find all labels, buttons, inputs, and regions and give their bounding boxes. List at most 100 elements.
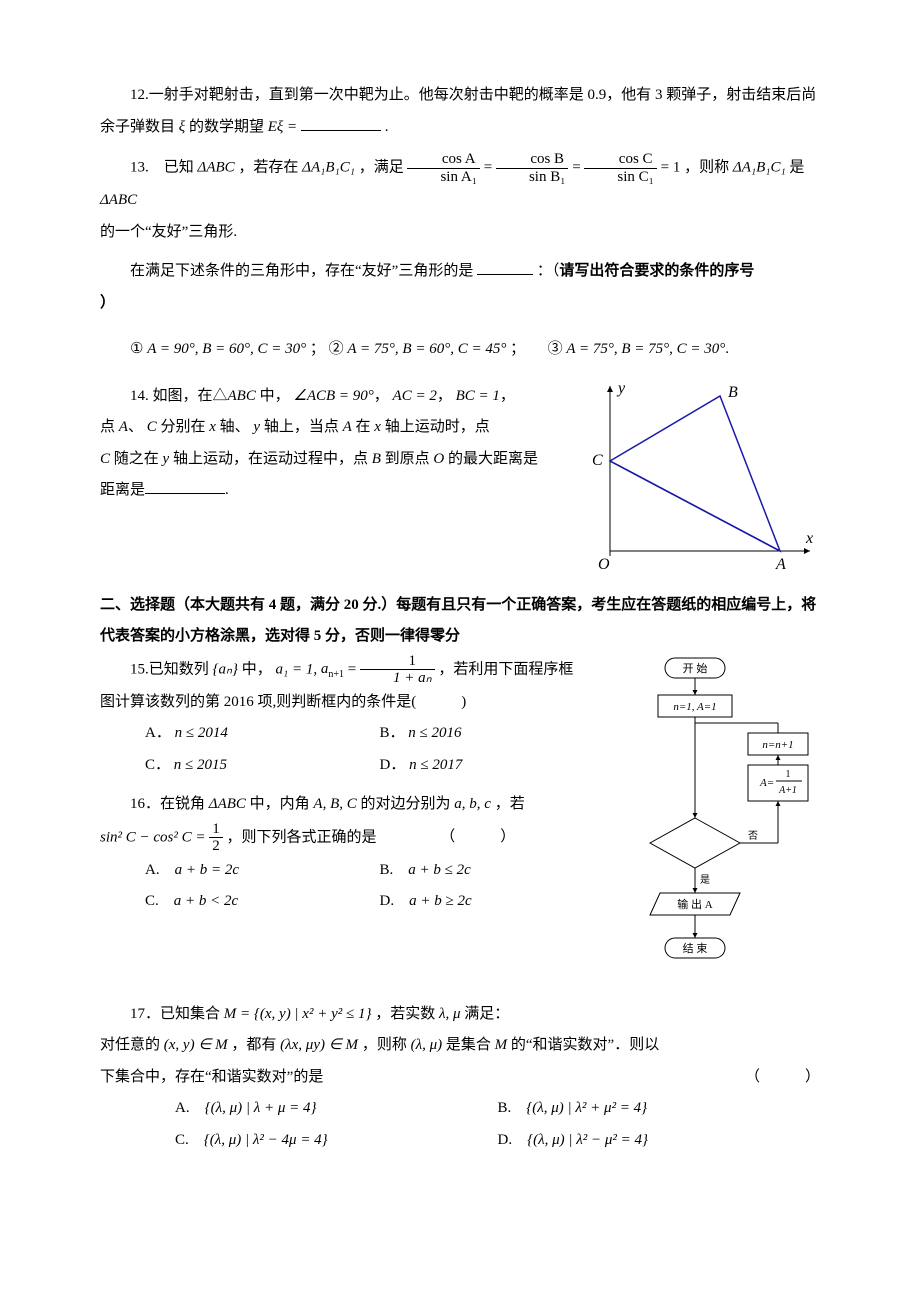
fc-init: n=1, A=1 — [673, 701, 716, 713]
q14-bc: BC = 1 — [456, 388, 500, 404]
q13-frac1-den: sin A₁ — [407, 169, 480, 186]
q17-pair: (λ, μ) — [411, 1037, 443, 1053]
q13-cond: 在满足下述条件的三角形中，存在“友好”三角形的是 ：（请写出符合要求的条件的序号 — [100, 256, 820, 288]
q14-ac: AC = 2 — [393, 388, 437, 404]
fc-no: 否 — [748, 830, 758, 842]
q17C-l: C. — [175, 1132, 189, 1148]
fc-out: 输 出 A — [677, 897, 712, 911]
q17-l2e: 的“和谐实数对”．则以 — [511, 1037, 659, 1053]
q16-sides: a, b, c — [454, 796, 491, 812]
q14-C2: C — [100, 451, 110, 467]
q13-lead-a: 13. 已知 — [130, 159, 194, 175]
q14-figure: B C O A x y — [580, 381, 820, 576]
q13-lead-b: ，若存在 — [238, 159, 298, 175]
q13-friendly: 的一个“友好”三角形. — [100, 224, 237, 240]
q12-exi: Eξ = — [268, 119, 297, 135]
q16-lb: 中，内角 — [250, 796, 310, 812]
q13-cond-tail: ） — [100, 288, 820, 320]
q15D: n ≤ 2017 — [409, 757, 462, 773]
q13-options: ① A = 90°, B = 60°, C = 30° ； ② A = 75°,… — [100, 334, 820, 366]
flowchart: 开 始 n=1, A=1 n=n+1 A= 1 A+1 否 是 — [630, 653, 820, 993]
q16-tri: ΔABC — [209, 796, 246, 812]
q15-recsub: n+1 — [328, 669, 344, 680]
q15-receq: = — [348, 661, 360, 677]
q13-bold: 请写出符合要求的条件的序号 — [559, 263, 754, 279]
q17-xym: (x, y) ∈ M — [164, 1037, 228, 1053]
q15C: n ≤ 2015 — [174, 757, 227, 773]
q14-l2f: 轴上运动时，点 — [385, 419, 490, 435]
q14-abc: ABC — [228, 388, 256, 404]
q15-q16-row: 15.已知数列 {aₙ} 中， a₁ = 1, an+1 = 1 1 + aₙ … — [100, 653, 820, 993]
q16A: a + b = 2c — [175, 862, 239, 878]
q12-period: . — [385, 119, 389, 135]
q13-opt3-l: ③ — [548, 341, 563, 357]
q16-fn: 1 — [209, 821, 223, 839]
q13-opt1-l: ① — [130, 341, 143, 357]
q16-ld: ，若 — [495, 796, 525, 812]
q17B: {(λ, μ) | λ² + μ² = 4} — [526, 1100, 647, 1116]
q17-l3: 下集合中，存在“和谐实数对”的是 （ ） — [100, 1062, 820, 1094]
q17-la: 17．已知集合 — [130, 1006, 220, 1022]
q15-seq: {aₙ} — [213, 661, 238, 677]
q16-la: 16．在锐角 — [130, 796, 205, 812]
q13-opt2: A = 75°, B = 60°, C = 45° — [347, 341, 506, 357]
q16-eqlhs: sin² C − cos² C = — [100, 829, 206, 845]
q14-p: . — [225, 482, 229, 498]
q15-l1: 15.已知数列 {aₙ} 中， a₁ = 1, an+1 = 1 1 + aₙ … — [100, 653, 614, 687]
q17-options: A. {(λ, μ) | λ + μ = 4} B. {(λ, μ) | λ² … — [175, 1093, 820, 1156]
triangle-svg: B C O A x y — [580, 381, 820, 576]
q17-l3t: 下集合中，存在“和谐实数对”的是 — [100, 1069, 323, 1085]
q17D-l: D. — [498, 1132, 513, 1148]
q16-l1: 16．在锐角 ΔABC 中，内角 A, B, C 的对边分别为 a, b, c … — [100, 789, 614, 821]
lbl-C: C — [592, 452, 603, 469]
q15-lead-a: 15.已知数列 — [130, 661, 209, 677]
q14-B: B — [372, 451, 381, 467]
q15-a1: a₁ = 1, — [276, 661, 318, 677]
q13-blank — [477, 259, 533, 275]
q14-l3c: 到原点 — [385, 451, 430, 467]
fc-inc: n=n+1 — [762, 739, 793, 751]
q15-tail: ，若利用下面程序框 — [438, 661, 573, 677]
q14-l2c: 轴、 — [220, 419, 250, 435]
q16-frac: 1 2 — [209, 821, 223, 855]
q16D: a + b ≥ 2c — [409, 893, 472, 909]
q13-line1: 13. 已知 ΔABC ，若存在 ΔA₁B₁C₁ ，满足 cos A sin A… — [100, 151, 820, 217]
q14-l3b: 轴上运动，在运动过程中，点 — [173, 451, 368, 467]
q16D-l: D. — [380, 893, 395, 909]
q17-Ms: M — [495, 1037, 508, 1053]
q14-lead: 14. 如图，在△ — [130, 388, 228, 404]
q13-frac2-den: sin B₁ — [496, 169, 569, 186]
q13-frac2-num: cos B — [496, 151, 569, 169]
q14-l2b: 分别在 — [160, 419, 205, 435]
q16C-l: C. — [145, 893, 159, 909]
q15-lead-b: 中， — [242, 661, 272, 677]
q17-lc: 满足： — [464, 1006, 509, 1022]
q13-is: 是 — [789, 159, 804, 175]
q12: 12.一射手对靶射击，直到第一次中靶为止。他每次射击中靶的概率是 0.9，他有 … — [100, 80, 820, 143]
q14-l3a: 随之在 — [114, 451, 159, 467]
q17D: {(λ, μ) | λ² − μ² = 4} — [527, 1132, 648, 1148]
q13-cond-b: ：（ — [537, 263, 560, 279]
fc-start: 开 始 — [683, 661, 708, 675]
q13-eqtail: = 1 — [661, 159, 681, 175]
q13-then: ，则称 — [684, 159, 729, 175]
q15-fnum: 1 — [360, 653, 435, 671]
q17-M: M = {(x, y) | x² + y² ≤ 1} — [224, 1006, 372, 1022]
q13-cond-a: 在满足下述条件的三角形中，存在“友好”三角形的是 — [130, 263, 473, 279]
q13-paren: ） — [100, 295, 115, 311]
q15-frac: 1 1 + aₙ — [360, 653, 435, 687]
q16-ang: A, B, C — [313, 796, 356, 812]
q14-angle: ∠ACB = 90° — [293, 388, 373, 404]
q13-tri2: ΔA₁B₁C₁ — [302, 159, 355, 175]
q13-line1tail: 的一个“友好”三角形. — [100, 217, 820, 249]
q14-l2e: 在 — [356, 419, 371, 435]
q16-options: A. a + b = 2c B. a + b ≤ 2c C. a + b < 2… — [145, 855, 614, 918]
q14-A: A — [119, 419, 128, 435]
q15A-l: A． — [145, 725, 171, 741]
q16-l2: sin² C − cos² C = 1 2 ，则下列各式正确的是 （ ） — [100, 821, 614, 855]
q14-x: x — [209, 419, 216, 435]
lbl-y: y — [616, 381, 626, 397]
q15-fden: 1 + aₙ — [360, 670, 435, 687]
fc-end: 结 束 — [683, 942, 708, 955]
q17-lxmy: (λx, μy) ∈ M — [280, 1037, 358, 1053]
